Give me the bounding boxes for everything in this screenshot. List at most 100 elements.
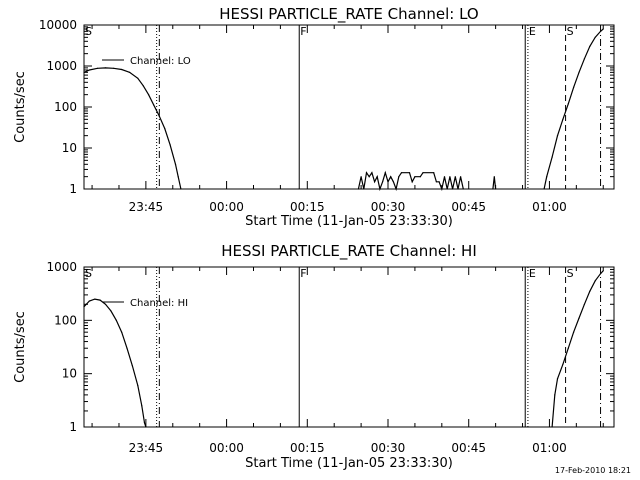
data-point bbox=[495, 188, 497, 190]
data-point bbox=[395, 188, 397, 190]
data-point bbox=[573, 86, 575, 88]
data-point bbox=[94, 298, 96, 300]
y-tick-label: 1000 bbox=[46, 59, 77, 73]
data-point bbox=[126, 347, 128, 349]
data-point bbox=[83, 306, 85, 308]
data-point bbox=[602, 270, 604, 272]
x-axis-label: Start Time (11-Jan-05 23:33:30) bbox=[245, 456, 453, 471]
chart-panel-2: HESSI PARTICLE_RATE Channel: HI 1 10 100 100… bbox=[13, 242, 615, 471]
event-marker-label: F bbox=[300, 25, 306, 38]
data-point bbox=[374, 181, 376, 183]
event-marker-label: E bbox=[529, 25, 536, 38]
data-point bbox=[142, 85, 144, 87]
data-point bbox=[556, 378, 559, 380]
data-point bbox=[435, 181, 437, 183]
data-point bbox=[551, 426, 553, 428]
data-point bbox=[88, 300, 90, 302]
data-point bbox=[96, 67, 99, 69]
data-point bbox=[551, 156, 553, 158]
y-axis-label: Counts/sec bbox=[13, 311, 28, 383]
y-tick-label: 10 bbox=[62, 141, 77, 155]
data-point bbox=[422, 172, 424, 174]
data-point bbox=[110, 310, 112, 312]
x-tick-label: 00:45 bbox=[451, 441, 486, 455]
data-point bbox=[153, 104, 155, 106]
data-point bbox=[143, 422, 146, 424]
data-point bbox=[398, 176, 400, 178]
data-point bbox=[583, 58, 586, 60]
data-point bbox=[164, 127, 166, 129]
data-point bbox=[414, 176, 416, 178]
data-point bbox=[589, 290, 591, 292]
data-point bbox=[589, 45, 591, 48]
series-line bbox=[357, 170, 464, 192]
data-point bbox=[360, 176, 362, 178]
series-line bbox=[492, 176, 497, 190]
event-marker-label: S bbox=[85, 267, 92, 280]
data-point bbox=[137, 384, 139, 387]
x-tick-label: 00:45 bbox=[451, 200, 486, 214]
event-marker-label: E bbox=[529, 267, 536, 280]
plot-frame bbox=[83, 24, 615, 190]
chart-title: HESSI PARTICLE_RATE Channel: LO bbox=[219, 5, 478, 24]
y-tick-label: 10 bbox=[62, 367, 77, 381]
data-point bbox=[371, 172, 373, 174]
x-tick-label: 00:00 bbox=[209, 200, 244, 214]
data-point bbox=[104, 67, 107, 69]
data-point bbox=[594, 36, 596, 38]
x-tick-label: 00:00 bbox=[209, 441, 244, 455]
x-tick-label: 23:45 bbox=[129, 441, 164, 455]
y-tick-label: 10000 bbox=[39, 18, 77, 32]
data-point bbox=[145, 426, 147, 428]
data-point bbox=[594, 280, 596, 282]
data-point bbox=[390, 176, 392, 178]
data-point bbox=[121, 68, 123, 71]
data-point bbox=[115, 319, 117, 321]
data-point bbox=[433, 172, 435, 174]
data-point bbox=[578, 317, 580, 319]
data-point bbox=[387, 181, 389, 183]
data-point bbox=[368, 176, 370, 178]
data-point bbox=[113, 67, 115, 69]
print-timestamp: 17-Feb-2010 18:21 bbox=[554, 466, 631, 475]
series-line bbox=[83, 298, 147, 428]
data-point bbox=[104, 303, 107, 305]
data-point bbox=[562, 118, 564, 120]
y-tick-label: 1000 bbox=[46, 260, 77, 274]
data-point bbox=[546, 176, 548, 178]
data-point bbox=[460, 176, 462, 178]
data-point bbox=[99, 299, 101, 301]
data-point bbox=[578, 71, 580, 73]
data-point bbox=[449, 176, 451, 178]
y-tick-label: 100 bbox=[54, 313, 77, 327]
x-tick-label: 23:45 bbox=[129, 200, 164, 214]
data-point bbox=[457, 188, 459, 190]
data-point bbox=[602, 28, 604, 30]
x-tick-label: 01:00 bbox=[532, 200, 567, 214]
data-point bbox=[392, 181, 394, 183]
data-point bbox=[556, 135, 559, 137]
data-point bbox=[365, 172, 368, 174]
event-marker-label: S bbox=[85, 25, 92, 38]
data-point bbox=[363, 188, 365, 190]
data-point bbox=[137, 77, 139, 79]
data-point bbox=[583, 303, 586, 305]
data-point bbox=[567, 103, 569, 105]
y-tick-label: 1 bbox=[69, 182, 77, 196]
data-point bbox=[376, 176, 378, 178]
data-point bbox=[83, 71, 85, 73]
data-point bbox=[562, 363, 564, 365]
data-point bbox=[411, 181, 413, 183]
data-point bbox=[174, 163, 177, 165]
x-tick-label: 00:15 bbox=[290, 200, 325, 214]
data-point bbox=[452, 188, 454, 190]
data-point bbox=[599, 30, 602, 32]
data-point bbox=[177, 176, 179, 178]
data-point bbox=[543, 188, 545, 190]
data-point bbox=[462, 188, 464, 190]
chart-panel-1: HESSI PARTICLE_RATE Channel: LO 1 10 100 100… bbox=[13, 5, 615, 229]
data-point bbox=[169, 144, 171, 146]
data-point bbox=[148, 94, 150, 96]
event-marker-label: F bbox=[300, 267, 306, 280]
